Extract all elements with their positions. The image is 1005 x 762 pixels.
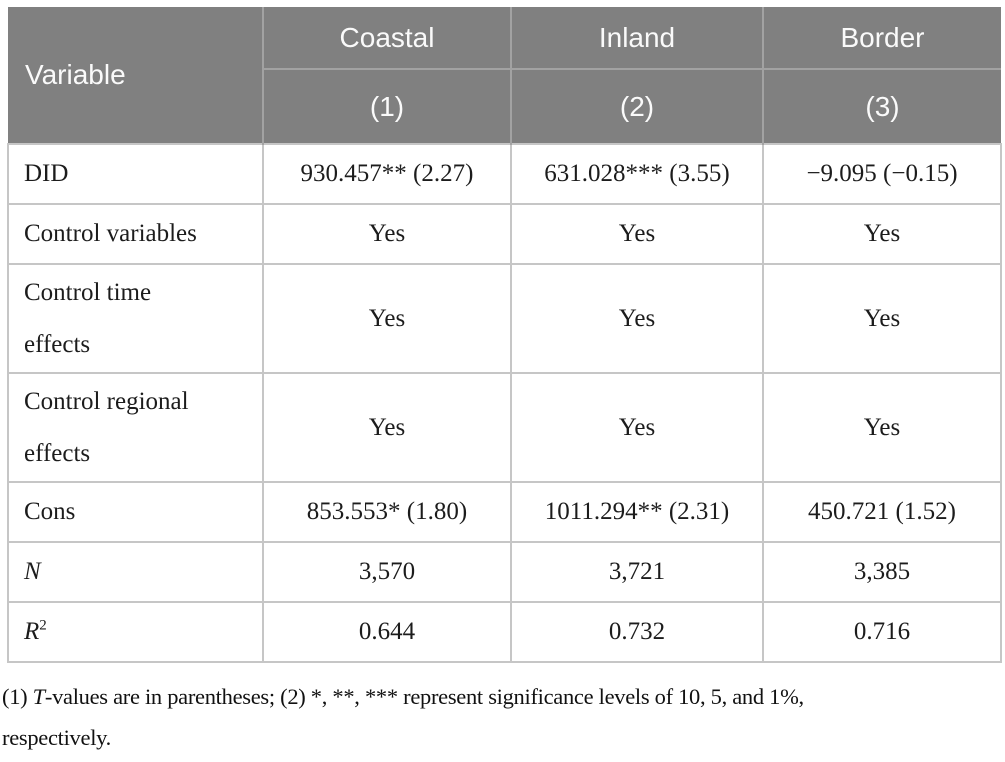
row-label-line1: Control time (24, 278, 152, 306)
value-cell: 853.553* (1.80) (262, 481, 512, 543)
value-cell: 0.732 (510, 601, 764, 663)
value-cell: 450.721 (1.52) (762, 481, 1002, 543)
footnote-line2: respectively. (2, 725, 111, 750)
table-footnote: (1) T-values are in parentheses; (2) *, … (2, 676, 1000, 758)
row-label-line2: effects (24, 330, 91, 358)
table-row-control-time-effects: Control time effects Yes Yes Yes (7, 263, 1002, 374)
header-cell-col3-number: (3) (762, 68, 1001, 144)
value-cell: 1011.294** (2.31) (510, 481, 764, 543)
row-label-line1: Control regional (24, 387, 189, 415)
row-label: N (7, 541, 264, 603)
header-cell-border: Border (762, 7, 1001, 69)
table-row-control-regional-effects: Control regional effects Yes Yes Yes (7, 372, 1002, 483)
table-header: Variable Coastal Inland Border (1) (2) (… (8, 7, 1001, 144)
value-cell: −9.095 (−0.15) (762, 143, 1002, 205)
table-body: DID 930.457** (2.27) 631.028*** (3.55) −… (7, 143, 1002, 663)
row-label-line2: effects (24, 439, 91, 467)
value-cell: 0.644 (262, 601, 512, 663)
regression-table: Variable Coastal Inland Border (1) (2) (… (7, 7, 1002, 663)
value-cell: 0.716 (762, 601, 1002, 663)
value-cell: Yes (262, 263, 512, 374)
header-row-groups: Variable Coastal Inland Border (8, 7, 1001, 144)
row-label: R2 (7, 601, 264, 663)
table-row-control-variables: Control variables Yes Yes Yes (7, 203, 1002, 265)
value-cell: 3,721 (510, 541, 764, 603)
value-cell: 930.457** (2.27) (262, 143, 512, 205)
value-cell: Yes (262, 372, 512, 483)
footnote-text: -values are in parentheses; (2) *, **, *… (44, 684, 804, 709)
value-cell: 631.028*** (3.55) (510, 143, 764, 205)
header-cell-col2-number: (2) (510, 68, 763, 144)
value-cell: Yes (762, 372, 1002, 483)
row-label: Control variables (7, 203, 264, 265)
header-cell-coastal: Coastal (262, 7, 511, 69)
header-cell-col1-number: (1) (262, 68, 511, 144)
row-label: Cons (7, 481, 264, 543)
table-row-cons: Cons 853.553* (1.80) 1011.294** (2.31) 4… (7, 481, 1002, 543)
value-cell: Yes (510, 263, 764, 374)
row-label: Control regional effects (7, 372, 264, 483)
value-cell: Yes (510, 372, 764, 483)
value-cell: 3,385 (762, 541, 1002, 603)
table-row-did: DID 930.457** (2.27) 631.028*** (3.55) −… (7, 143, 1002, 205)
table-row-n: N 3,570 3,721 3,385 (7, 541, 1002, 603)
row-label-italic: R (24, 618, 40, 645)
footnote-italic-t: T (32, 684, 46, 709)
table-row-r-squared: R2 0.644 0.732 0.716 (7, 601, 1002, 663)
value-cell: 3,570 (262, 541, 512, 603)
value-cell: Yes (510, 203, 764, 265)
row-label-italic: N (24, 558, 41, 585)
row-label-superscript: 2 (39, 617, 47, 634)
footnote-line1: (1) T-values are in parentheses; (2) *, … (2, 676, 1000, 717)
header-cell-variable: Variable (8, 7, 263, 144)
value-cell: Yes (762, 203, 1002, 265)
value-cell: Yes (262, 203, 512, 265)
row-label: DID (7, 143, 264, 205)
header-row-numbers: (1) (2) (3) (8, 68, 1001, 144)
footnote-prefix: (1) (2, 684, 33, 709)
row-label: Control time effects (7, 263, 264, 374)
header-cell-inland: Inland (510, 7, 763, 69)
value-cell: Yes (762, 263, 1002, 374)
